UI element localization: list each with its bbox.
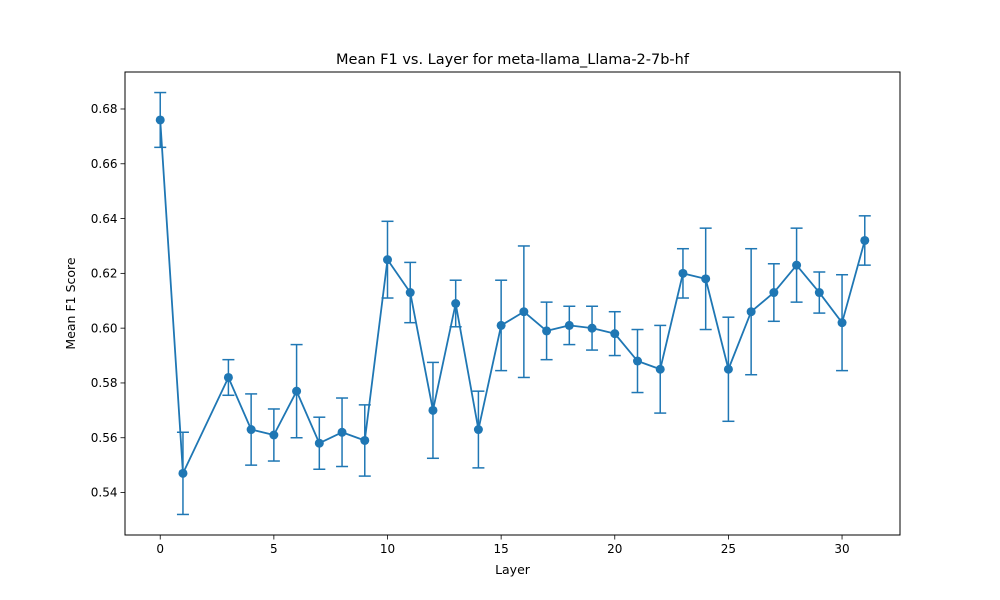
y-tick-label: 0.54 <box>91 486 118 500</box>
data-point <box>473 425 483 435</box>
data-point <box>405 288 415 298</box>
x-tick-label: 25 <box>721 542 736 556</box>
y-tick-label: 0.60 <box>91 321 118 335</box>
y-tick-label: 0.64 <box>91 212 118 226</box>
data-point <box>633 356 642 366</box>
data-point <box>678 268 688 278</box>
data-point <box>314 438 324 448</box>
data-point <box>701 274 711 284</box>
data-point <box>223 372 233 382</box>
x-axis: 0 5 10 15 20 25 30 <box>156 535 850 556</box>
data-point <box>155 115 165 125</box>
data-point <box>860 235 870 245</box>
data-point <box>292 386 302 396</box>
data-point <box>655 364 665 374</box>
data-point <box>542 326 552 336</box>
x-tick-label: 10 <box>380 542 395 556</box>
y-axis: 0.54 0.56 0.58 0.60 0.62 0.64 0.66 0.68 <box>91 102 125 500</box>
data-point <box>360 435 370 445</box>
y-tick-label: 0.68 <box>91 102 118 116</box>
y-tick-label: 0.56 <box>91 431 118 445</box>
x-tick-label: 0 <box>156 542 164 556</box>
data-point <box>337 427 347 437</box>
plot-area <box>154 91 871 516</box>
x-tick-label: 5 <box>270 542 278 556</box>
x-axis-label: Layer <box>495 562 531 577</box>
data-point <box>564 320 574 330</box>
data-point <box>496 320 506 330</box>
data-point <box>792 260 802 270</box>
y-axis-label: Mean F1 Score <box>63 257 78 349</box>
chart-title: Mean F1 vs. Layer for meta-llama_Llama-2… <box>336 52 690 68</box>
data-point <box>428 405 438 415</box>
plot-frame <box>124 71 901 536</box>
data-point <box>723 364 733 374</box>
data-point <box>451 299 461 308</box>
y-tick-label: 0.58 <box>91 376 118 390</box>
data-point <box>814 288 824 298</box>
data-point <box>746 307 756 317</box>
data-point <box>269 430 279 440</box>
data-point <box>246 425 256 435</box>
data-point <box>769 288 779 298</box>
data-point <box>610 329 620 339</box>
x-tick-label: 30 <box>834 542 849 556</box>
y-tick-label: 0.62 <box>91 267 118 281</box>
x-tick-label: 20 <box>607 542 622 556</box>
data-point <box>837 318 847 328</box>
data-point <box>587 323 597 333</box>
data-point <box>383 255 392 265</box>
x-tick-label: 15 <box>493 542 508 556</box>
data-point <box>178 468 188 478</box>
y-tick-label: 0.66 <box>91 157 118 171</box>
data-point <box>519 307 529 317</box>
